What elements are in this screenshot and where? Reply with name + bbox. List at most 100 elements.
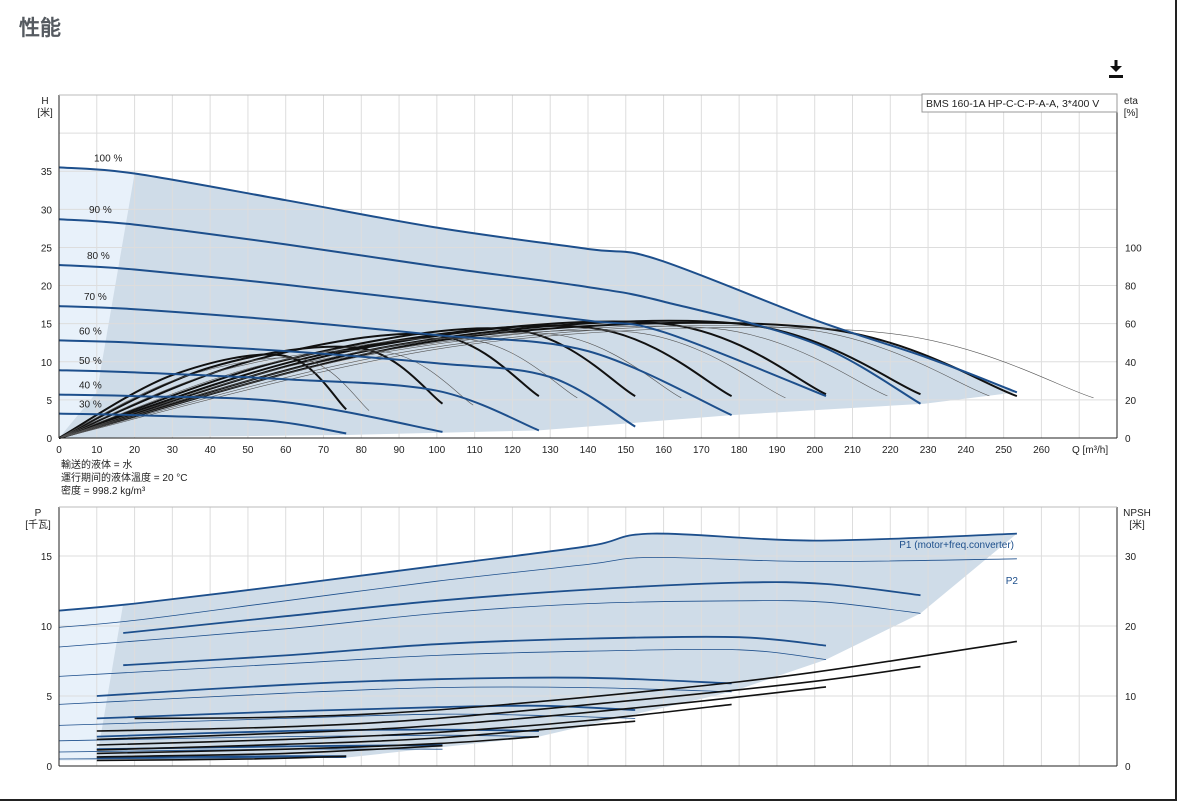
head-curve-label: 70 % bbox=[84, 292, 107, 303]
y-axis-label: P bbox=[35, 508, 42, 519]
p1-curve bbox=[96, 676, 732, 697]
npsh-curve bbox=[96, 720, 636, 751]
head-curve-label: 90 % bbox=[89, 205, 112, 216]
y2-tick-label: 40 bbox=[1125, 358, 1137, 369]
head-curve-label: 40 % bbox=[79, 381, 102, 392]
head-curve bbox=[58, 166, 1018, 394]
p1-series-label: P1 (motor+freq.converter) bbox=[899, 540, 1014, 551]
p2-curve bbox=[58, 556, 1017, 628]
npsh-curve bbox=[134, 640, 1018, 720]
x-tick-label: 160 bbox=[655, 445, 672, 456]
y-axis-unit: [千瓦] bbox=[25, 519, 51, 531]
y-tick-label: 35 bbox=[41, 167, 53, 178]
head-curve bbox=[58, 264, 827, 398]
y-tick-label: 30 bbox=[41, 205, 53, 216]
y2-tick-label: 30 bbox=[1125, 552, 1137, 563]
x-tick-label: 250 bbox=[995, 445, 1012, 456]
download-icon[interactable] bbox=[1105, 57, 1127, 81]
fluid-annotation: 輸送的液体 = 水 bbox=[61, 458, 132, 471]
y-tick-label: 0 bbox=[46, 434, 52, 445]
y-tick-label: 0 bbox=[46, 762, 52, 773]
x-tick-label: 260 bbox=[1033, 445, 1050, 456]
x-tick-label: 110 bbox=[467, 445, 483, 456]
npsh-curve bbox=[96, 665, 921, 732]
head-curve bbox=[58, 393, 443, 433]
npsh-curve bbox=[96, 735, 539, 755]
p2-curve bbox=[58, 600, 921, 648]
efficiency-curve bbox=[58, 324, 733, 439]
x-tick-label: 90 bbox=[394, 445, 406, 456]
efficiency-curve-thin bbox=[58, 350, 474, 439]
head-curve bbox=[58, 218, 921, 405]
x-tick-label: 170 bbox=[693, 445, 710, 456]
x-tick-label: 0 bbox=[56, 445, 62, 456]
y-tick-label: 5 bbox=[46, 396, 52, 407]
x-tick-label: 50 bbox=[242, 445, 254, 456]
npsh-curve bbox=[96, 703, 732, 746]
fluid-annotation: 密度 = 998.2 kg/m³ bbox=[61, 484, 146, 497]
head-curve-label: 80 % bbox=[87, 251, 110, 262]
p2-curve bbox=[58, 757, 347, 760]
y-tick-label: 10 bbox=[41, 622, 53, 633]
page-title: 性能 bbox=[19, 17, 61, 40]
efficiency-curve-thin bbox=[58, 325, 990, 439]
npsh-curve bbox=[96, 744, 443, 758]
npsh-curve bbox=[96, 755, 347, 762]
head-curve bbox=[58, 305, 733, 417]
frame-bottom bbox=[0, 799, 1177, 801]
chart-title: BMS 160-1A HP-C-C-P-A-A, 3*400 V bbox=[926, 98, 1099, 110]
npsh-curve bbox=[96, 686, 827, 741]
y2-tick-label: 20 bbox=[1125, 396, 1137, 407]
y2-tick-label: 10 bbox=[1125, 692, 1137, 703]
p1-curve bbox=[58, 532, 1017, 612]
x-tick-label: 10 bbox=[91, 445, 103, 456]
y2-tick-label: 60 bbox=[1125, 320, 1137, 331]
efficiency-curve-thin bbox=[58, 325, 888, 439]
x-tick-label: 130 bbox=[542, 445, 559, 456]
p2-curve bbox=[58, 734, 539, 742]
efficiency-curve-thin bbox=[58, 357, 370, 439]
head-curve bbox=[58, 412, 347, 435]
efficiency-curve bbox=[58, 332, 540, 439]
p1-curve bbox=[123, 635, 827, 667]
head-curve bbox=[58, 369, 540, 432]
y-axis-label: H bbox=[41, 96, 48, 107]
power-chart: 0 5 10 15 0 10 20 30 P[千瓦] NPSH[米] P1 (motor+freq.… bbox=[25, 506, 1151, 773]
y-axis-unit: [米] bbox=[37, 106, 53, 119]
head-curve-label: 50 % bbox=[79, 356, 102, 367]
p1-curve bbox=[96, 704, 636, 720]
power-region-light bbox=[59, 603, 124, 761]
x-tick-label: 240 bbox=[958, 445, 975, 456]
p2-series-label: P2 bbox=[1006, 576, 1019, 587]
p2-curve bbox=[58, 648, 827, 677]
x-tick-label: 150 bbox=[617, 445, 634, 456]
efficiency-curve-thin bbox=[58, 327, 1094, 439]
efficiency-curve bbox=[58, 353, 347, 439]
efficiency-curve-thin bbox=[58, 337, 578, 439]
x-tick-label: 210 bbox=[844, 445, 861, 456]
y2-tick-label: 20 bbox=[1125, 622, 1137, 633]
y2-axis-unit: [%] bbox=[1124, 108, 1139, 119]
x-tick-label: 140 bbox=[580, 445, 597, 456]
x-tick-label: 60 bbox=[280, 445, 292, 456]
x-tick-label: 40 bbox=[205, 445, 217, 456]
fluid-annotation: 運行期间的液体溫度 = 20 °C bbox=[61, 471, 188, 484]
y2-axis-label: NPSH bbox=[1123, 508, 1151, 519]
efficiency-curve bbox=[58, 345, 444, 439]
x-tick-label: 200 bbox=[806, 445, 823, 456]
y-tick-label: 15 bbox=[41, 552, 53, 563]
y2-tick-label: 0 bbox=[1125, 434, 1131, 445]
y-tick-label: 15 bbox=[41, 320, 53, 331]
head-curve-label: 60 % bbox=[79, 326, 102, 337]
head-chart: 100 % 90 % 80 % 70 % 60 % 50 % 40 % 30 % 0 10 20 30… bbox=[37, 93, 1142, 497]
efficiency-curve-thin bbox=[58, 329, 786, 439]
head-curve-label: 100 % bbox=[94, 153, 122, 164]
head-curve-label: 30 % bbox=[79, 400, 102, 411]
p1-curve bbox=[123, 581, 921, 634]
head-curve bbox=[58, 339, 636, 428]
frame-right bbox=[1175, 0, 1177, 801]
y-tick-label: 25 bbox=[41, 243, 53, 254]
chart-title-box bbox=[921, 93, 1118, 113]
x-tick-label: 180 bbox=[731, 445, 748, 456]
x-tick-label: 120 bbox=[504, 445, 521, 456]
